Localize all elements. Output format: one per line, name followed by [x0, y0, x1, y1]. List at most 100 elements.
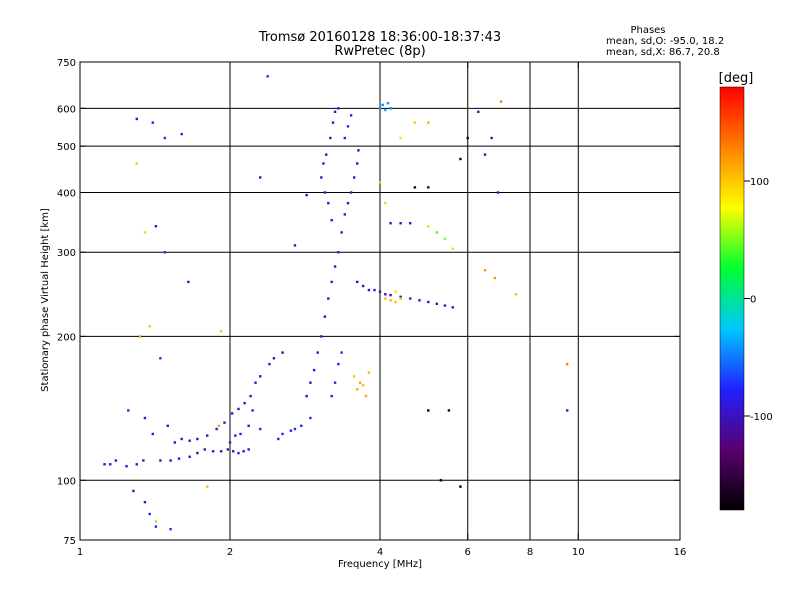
- data-point: [346, 125, 350, 128]
- data-point: [413, 121, 417, 124]
- data-point: [496, 191, 500, 194]
- data-point: [247, 448, 250, 451]
- data-point: [247, 424, 250, 428]
- data-point: [187, 280, 190, 284]
- data-point: [459, 157, 462, 161]
- data-point: [173, 441, 177, 444]
- data-point: [386, 101, 390, 105]
- data-point: [340, 231, 343, 234]
- data-point: [142, 459, 145, 462]
- data-point: [349, 114, 353, 117]
- data-point: [364, 394, 368, 398]
- data-point: [143, 416, 147, 420]
- data-point: [325, 153, 328, 156]
- data-point: [211, 450, 215, 453]
- data-point: [355, 162, 359, 165]
- data-point: [443, 237, 447, 241]
- y-tick-label: 300: [57, 248, 76, 259]
- data-point: [378, 290, 382, 293]
- data-point: [232, 450, 235, 453]
- data-point: [459, 485, 462, 488]
- data-point: [381, 103, 384, 107]
- y-tick-label: 500: [57, 142, 76, 153]
- data-point: [427, 186, 430, 189]
- data-point: [355, 280, 359, 284]
- data-point: [223, 421, 226, 424]
- data-point: [352, 375, 356, 378]
- data-point: [477, 110, 480, 114]
- data-point: [323, 191, 327, 194]
- data-point: [166, 424, 169, 428]
- chart-title-line1: Tromsø 20160128 18:36:00-18:37:43: [258, 30, 501, 45]
- data-point: [330, 394, 333, 398]
- grid-lines: [80, 62, 680, 540]
- y-tick-label: 75: [63, 536, 76, 547]
- data-point: [237, 407, 240, 411]
- data-point: [320, 335, 323, 338]
- data-point: [180, 132, 183, 136]
- data-point: [333, 265, 337, 268]
- data-point: [514, 293, 518, 296]
- data-point: [343, 213, 347, 216]
- colorbar-tick-label: -100: [750, 412, 773, 423]
- data-point: [451, 306, 455, 309]
- data-point: [451, 247, 455, 250]
- data-point: [135, 463, 138, 466]
- data-point: [109, 463, 112, 466]
- data-point: [493, 276, 497, 280]
- data-point: [329, 136, 332, 140]
- data-point: [413, 186, 417, 189]
- data-point: [237, 451, 240, 455]
- data-point: [435, 231, 438, 234]
- data-point: [499, 100, 503, 103]
- colorbar-gradient: [719, 86, 745, 511]
- data-point: [254, 381, 257, 384]
- data-point: [333, 381, 337, 384]
- data-point: [196, 451, 199, 455]
- data-point: [305, 394, 308, 398]
- data-point: [159, 357, 162, 360]
- y-tick-label: 400: [57, 188, 76, 199]
- x-axis-label: Frequency [MHz]: [338, 559, 422, 570]
- data-point: [399, 295, 402, 299]
- data-point: [266, 75, 269, 78]
- y-tick-label: 600: [57, 104, 76, 115]
- x-tick-label: 6: [465, 547, 471, 558]
- data-point: [163, 251, 167, 254]
- data-point: [143, 500, 147, 504]
- data-point: [281, 351, 284, 354]
- data-point: [331, 121, 335, 124]
- data-point: [259, 176, 262, 179]
- data-point: [323, 315, 327, 318]
- x-tick-label: 8: [527, 547, 533, 558]
- y-tick-label: 750: [57, 58, 76, 69]
- data-point: [230, 412, 234, 415]
- data-point: [163, 136, 167, 140]
- data-point: [389, 107, 392, 110]
- data-point: [148, 325, 151, 328]
- data-point: [389, 299, 392, 302]
- data-point: [217, 424, 221, 428]
- data-point: [215, 427, 218, 431]
- data-point: [154, 525, 158, 528]
- data-point: [289, 429, 293, 432]
- data-point: [349, 191, 353, 194]
- stats-heading: Phases: [630, 25, 665, 36]
- data-point: [409, 222, 412, 225]
- data-point: [169, 459, 172, 462]
- data-point: [466, 136, 469, 140]
- colorbar-label: [deg]: [719, 71, 754, 86]
- data-point: [277, 437, 280, 441]
- data-point: [565, 362, 569, 366]
- data-point: [305, 193, 308, 197]
- data-point: [357, 149, 360, 152]
- data-point: [343, 136, 347, 140]
- data-point: [148, 512, 151, 516]
- data-point: [384, 201, 387, 205]
- data-point: [293, 244, 297, 247]
- data-point: [180, 437, 183, 441]
- data-point: [384, 297, 387, 300]
- data-point: [367, 371, 371, 374]
- data-point: [169, 528, 172, 531]
- data-point: [242, 450, 245, 453]
